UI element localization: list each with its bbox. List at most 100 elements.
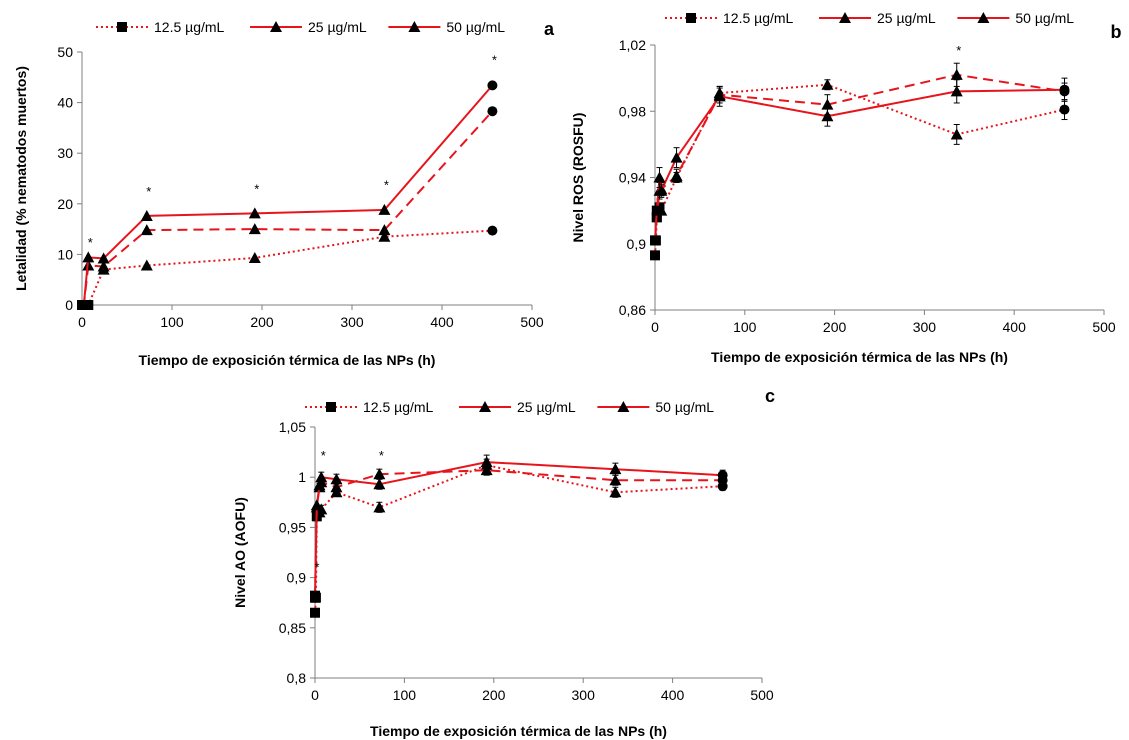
data-point <box>78 300 89 310</box>
data-point <box>651 205 662 216</box>
legend-marker <box>839 12 851 23</box>
data-point <box>821 110 834 122</box>
y-tick-label: 0,98 <box>619 103 646 119</box>
data-point <box>1059 104 1070 115</box>
data-point <box>373 478 386 490</box>
legend-label: 25 µg/mL <box>877 10 936 26</box>
legend-marker <box>977 12 990 23</box>
data-point <box>1059 84 1070 95</box>
data-point <box>315 471 328 483</box>
y-tick-label: 0 <box>65 297 73 313</box>
x-tick-label: 400 <box>1003 319 1027 335</box>
series-2 <box>77 106 498 310</box>
significance-star: * <box>146 184 151 199</box>
x-tick-label: 0 <box>78 314 86 330</box>
data-point <box>140 224 153 236</box>
legend-item: 50 µg/mL <box>957 10 1074 26</box>
data-point <box>650 235 660 246</box>
y-tick-label: 30 <box>57 145 73 161</box>
legend-item: 12.5 µg/mL <box>96 19 225 35</box>
data-point <box>609 486 622 498</box>
legend-item: 50 µg/mL <box>388 19 505 35</box>
legend-item: 25 µg/mL <box>250 19 367 35</box>
chart-panel-b: 0,86 0,9 0,94 0,98 1,02 0 100 200 300 400 500 Tiemp… <box>570 10 1122 365</box>
y-tick-label: 20 <box>57 196 73 212</box>
y-tick-label: 0,95 <box>279 519 306 535</box>
legend-item: 12.5 µg/mL <box>665 10 794 26</box>
legend-item: 25 µg/mL <box>819 10 936 26</box>
legend-marker <box>617 401 630 412</box>
significance-star: * <box>384 178 389 193</box>
data-point <box>97 252 110 264</box>
data-point <box>487 225 498 236</box>
panel-label: c <box>765 386 775 406</box>
data-point <box>821 98 834 110</box>
x-tick-label: 400 <box>430 314 454 330</box>
legend-label: 12.5 µg/mL <box>723 10 794 26</box>
data-point <box>670 151 683 163</box>
data-point <box>480 456 493 468</box>
y-tick-label: 1,05 <box>279 419 306 435</box>
x-tick-label: 300 <box>572 687 596 703</box>
series-2 <box>310 464 728 603</box>
data-point <box>821 78 834 90</box>
x-axis-title: Tiempo de exposición térmica de las NPs … <box>370 723 667 739</box>
data-point <box>373 468 386 480</box>
significance-star: * <box>379 448 384 463</box>
series-line <box>654 88 1065 241</box>
chart-panel-c: 0,8 0,85 0,9 0,95 1 1,05 0 100 200 300 400 500 Tiemp… <box>232 386 775 739</box>
significance-star: * <box>956 43 961 58</box>
series-3 <box>310 454 728 601</box>
data-point <box>248 207 261 219</box>
data-point <box>378 230 391 242</box>
y-tick-label: 40 <box>57 95 73 111</box>
data-point <box>950 85 963 97</box>
data-point <box>650 250 660 261</box>
data-point <box>313 479 326 491</box>
y-axis-title: Letalidad (% nematodos muertos) <box>13 66 29 291</box>
significance-star: * <box>492 53 497 68</box>
x-tick-label: 100 <box>393 687 417 703</box>
x-tick-label: 100 <box>160 314 184 330</box>
data-point <box>487 106 498 117</box>
series-3 <box>650 77 1070 246</box>
series-line <box>314 461 723 596</box>
legend-marker <box>326 402 336 412</box>
x-tick-label: 200 <box>482 687 506 703</box>
y-tick-label: 10 <box>57 246 73 262</box>
legend-item: 50 µg/mL <box>597 399 714 415</box>
series-line <box>82 110 494 306</box>
x-tick-label: 300 <box>913 319 937 335</box>
legend-label: 50 µg/mL <box>1015 10 1074 26</box>
x-tick-label: 0 <box>651 319 659 335</box>
significance-star: * <box>314 560 319 575</box>
data-point <box>310 607 320 618</box>
legend-label: 25 µg/mL <box>517 399 576 415</box>
legend-marker <box>686 13 696 23</box>
x-tick-label: 500 <box>520 314 544 330</box>
data-point <box>655 184 668 196</box>
x-tick-label: 500 <box>1092 319 1116 335</box>
legend-label: 12.5 µg/mL <box>363 399 434 415</box>
legend-label: 25 µg/mL <box>308 19 367 35</box>
data-point <box>487 80 498 91</box>
y-tick-label: 0,85 <box>279 620 306 636</box>
y-tick-label: 0,9 <box>287 570 307 586</box>
series-3 <box>77 80 498 310</box>
x-axis-title: Tiempo de exposición térmica de las NPs … <box>711 349 1008 365</box>
panel-label: a <box>544 19 555 39</box>
data-point <box>373 501 386 513</box>
y-tick-label: 1 <box>298 469 306 485</box>
series-1 <box>77 225 498 310</box>
x-tick-label: 200 <box>250 314 274 330</box>
data-point <box>670 169 683 181</box>
x-tick-label: 100 <box>733 319 757 335</box>
x-tick-label: 200 <box>823 319 847 335</box>
panel-label: b <box>1111 22 1122 42</box>
legend-item: 25 µg/mL <box>459 399 576 415</box>
data-point <box>480 464 493 476</box>
significance-star: * <box>321 448 326 463</box>
legend-label: 50 µg/mL <box>655 399 714 415</box>
legend-marker <box>117 22 127 32</box>
